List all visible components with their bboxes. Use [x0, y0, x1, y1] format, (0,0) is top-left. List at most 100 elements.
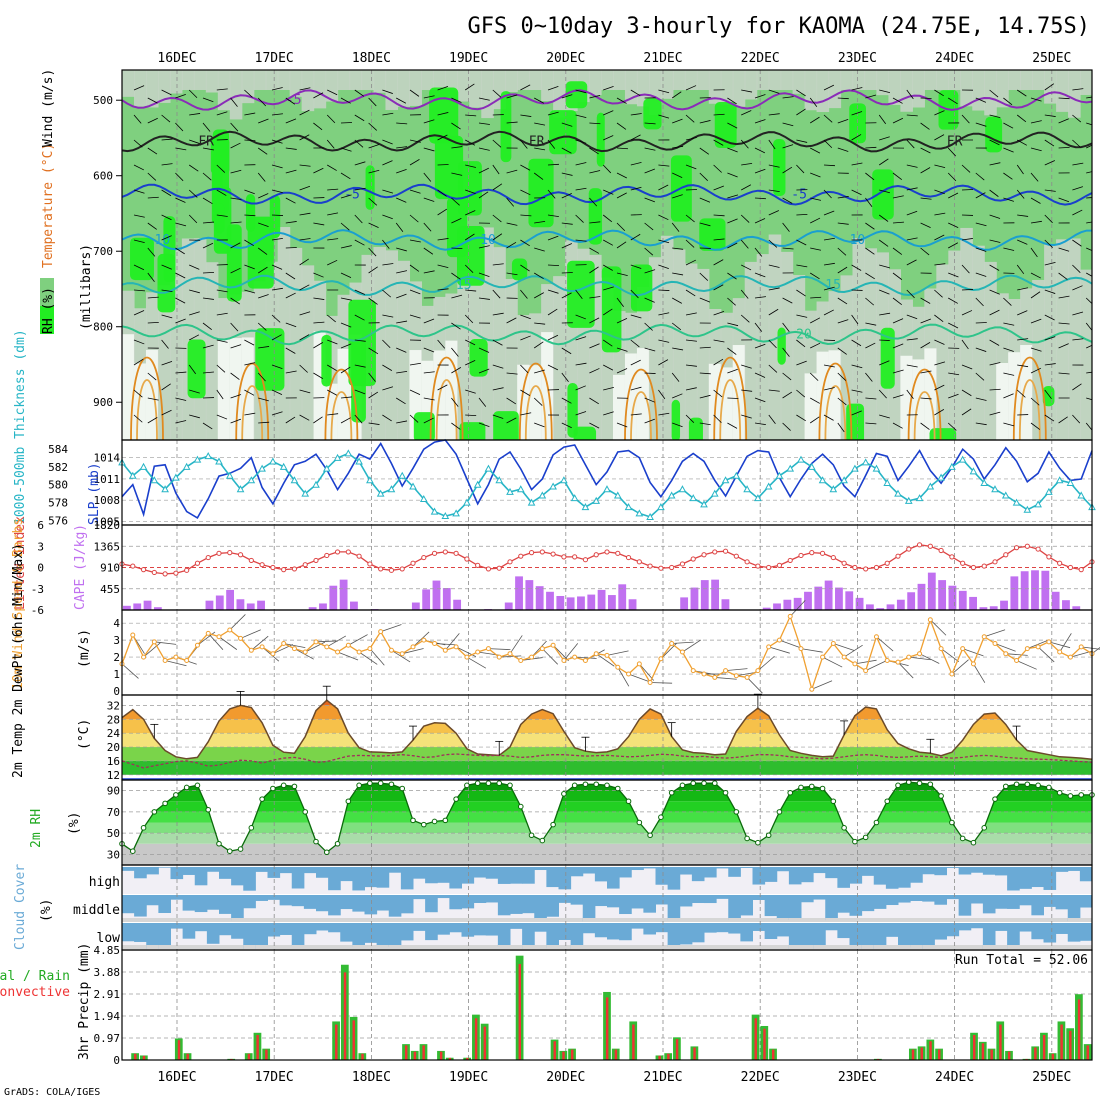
wind-barb: [713, 185, 724, 191]
wind-barb: [878, 214, 889, 222]
cloud-cell-base: [801, 945, 814, 949]
rh-point: [776, 809, 783, 815]
cloud-cell: [425, 923, 438, 941]
wind-barb: [547, 289, 559, 294]
precip-convective-bar: [1051, 1053, 1055, 1060]
cloud-cell: [1043, 867, 1057, 890]
rh-dry-cell: [181, 70, 195, 90]
wind-barb: [796, 360, 807, 366]
wind-barb: [740, 314, 750, 323]
cloud-cell-base: [352, 918, 365, 922]
wind-barb: [189, 113, 201, 116]
wind-barb: [478, 347, 490, 353]
cloud-cell-base: [449, 945, 462, 949]
cloud-cell-base: [413, 945, 426, 949]
wind-barb: [147, 417, 158, 424]
cloud-cell-base: [291, 945, 305, 949]
wind-barb: [451, 322, 461, 330]
wind-barb: [547, 264, 560, 266]
wind-barb: [685, 214, 695, 223]
cloud-cell: [594, 923, 608, 938]
wind-barb: [823, 114, 833, 123]
cloud-cell: [1079, 923, 1093, 941]
lifted-index-point: [895, 553, 901, 559]
rh-moist-cell: [187, 339, 206, 399]
cape-bar: [350, 601, 358, 610]
wind-barb: [934, 384, 945, 391]
cape-bar: [1020, 571, 1029, 610]
rh-label: RH (%): [41, 287, 56, 334]
rh-moist-cell: [714, 102, 737, 148]
temperature-label: Temperature (°C): [41, 143, 56, 268]
lifted-index-point: [130, 563, 136, 569]
rh-dry-cell: [792, 275, 806, 440]
wind-barb: [1044, 214, 1053, 224]
wind-barb: [741, 264, 752, 271]
cloud-cell-base: [316, 918, 329, 922]
wind-barb: [409, 314, 421, 319]
rh-dry-cell: [385, 70, 399, 110]
wind-barb: [368, 372, 376, 382]
precip-tick-label: 2.91: [94, 988, 121, 1001]
wind-barb: [879, 89, 890, 93]
cloud-cell: [485, 895, 499, 903]
wind-barb: [837, 297, 848, 305]
wind-speed-point: [949, 671, 955, 677]
cloud-cell: [1031, 895, 1044, 916]
wind-barb: [754, 119, 766, 124]
lifted-index-point: [927, 543, 933, 549]
thickness-point: [991, 485, 999, 493]
wind-barb: [409, 189, 421, 194]
wind-barb: [1030, 367, 1042, 374]
rh-tick-label: 70: [107, 806, 120, 819]
wind-barb: [299, 364, 308, 373]
wind-barb: [391, 649, 411, 663]
wind-barb: [382, 139, 393, 145]
thickness-point: [279, 462, 288, 470]
wind-barb: [948, 322, 959, 329]
wind-barb: [920, 422, 930, 430]
rh-moist-cell: [500, 91, 512, 163]
wind-barb: [878, 239, 889, 247]
wind-barb: [230, 322, 239, 332]
wind-barb: [382, 386, 394, 391]
cloud-cell-base: [485, 945, 499, 949]
wind-barb: [492, 164, 500, 175]
lifted-index-point: [1003, 552, 1009, 558]
wind-barb: [271, 264, 283, 270]
cloud-cell: [643, 895, 656, 913]
wind-barb: [1017, 310, 1028, 316]
wind-barb: [934, 263, 946, 266]
cloud-cell-base: [995, 945, 1008, 949]
wind-barb: [768, 164, 780, 168]
precip-convective-bar: [247, 1053, 251, 1060]
wind-barb: [488, 648, 511, 651]
lifted-index-point: [949, 554, 955, 560]
cloud-panel: high middle low Cloud Cover (%): [13, 864, 1093, 951]
wind-barb: [833, 643, 855, 651]
wind-barb: [1017, 338, 1029, 341]
wind-barb: [782, 96, 794, 99]
cape-bar: [422, 589, 431, 610]
rh-dry-cell: [541, 70, 554, 102]
cloud-cell: [898, 867, 911, 888]
wind-barb: [589, 296, 601, 299]
cloud-cell-base: [243, 945, 256, 949]
cloud-cell-base: [364, 918, 378, 922]
wind-barb: [685, 137, 697, 141]
cape-bar: [896, 599, 905, 610]
wind-barb: [616, 222, 626, 232]
cape-bar: [1031, 570, 1039, 610]
rh-moist-cell: [245, 193, 256, 232]
cloud-cell: [776, 923, 790, 937]
lifted-index-point: [766, 564, 772, 571]
cape-bar: [886, 604, 895, 610]
wind-barb: [699, 147, 710, 155]
wind-barb: [492, 339, 503, 346]
wind-barb: [879, 289, 890, 295]
rh-point: [1035, 782, 1041, 789]
cloud-cell: [679, 867, 693, 875]
wind-barb: [547, 235, 559, 241]
wind-barb: [133, 310, 145, 316]
rh-point: [819, 785, 826, 792]
